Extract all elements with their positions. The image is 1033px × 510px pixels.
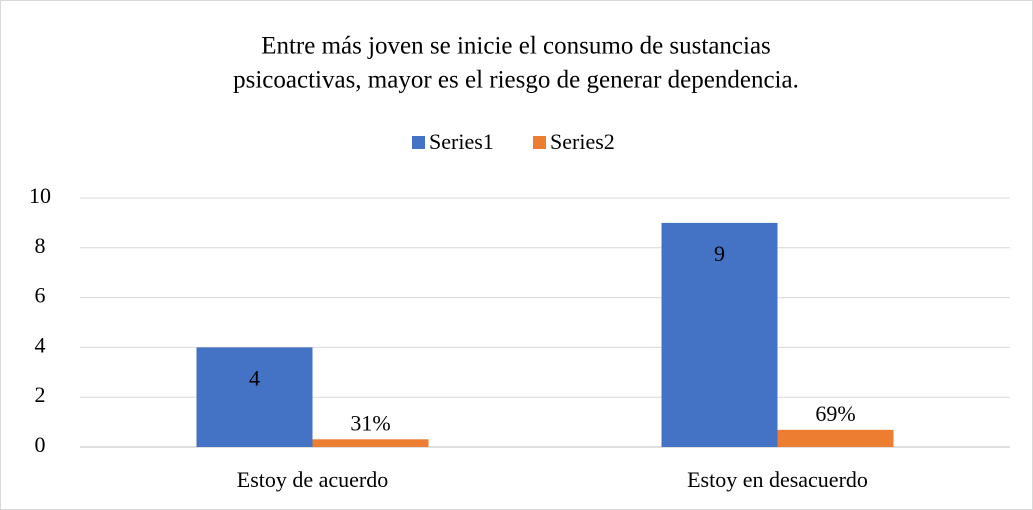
x-tick-label: Estoy en desacuerdo (687, 467, 868, 492)
legend-label: Series2 (550, 129, 615, 154)
x-tick-label: Estoy de acuerdo (237, 467, 389, 492)
data-label: 69% (815, 401, 855, 426)
legend-swatch (412, 136, 425, 149)
y-tick-label: 4 (35, 332, 46, 357)
bar (661, 222, 778, 447)
data-label: 31% (350, 410, 390, 435)
chart-title: psicoactivas, mayor es el riesgo de gene… (233, 67, 799, 94)
data-label: 4 (249, 365, 260, 390)
bar (196, 347, 313, 447)
data-label: 9 (714, 241, 725, 266)
chart-title: Entre más joven se inicie el consumo de … (261, 33, 771, 60)
legend-label: Series1 (429, 129, 494, 154)
legend-swatch (533, 136, 546, 149)
bar (312, 439, 429, 447)
y-tick-label: 6 (35, 283, 46, 308)
y-tick-label: 8 (35, 233, 46, 258)
bar (777, 429, 894, 447)
y-tick-label: 10 (29, 183, 51, 208)
y-tick-label: 2 (35, 382, 46, 407)
y-tick-label: 0 (35, 432, 46, 457)
